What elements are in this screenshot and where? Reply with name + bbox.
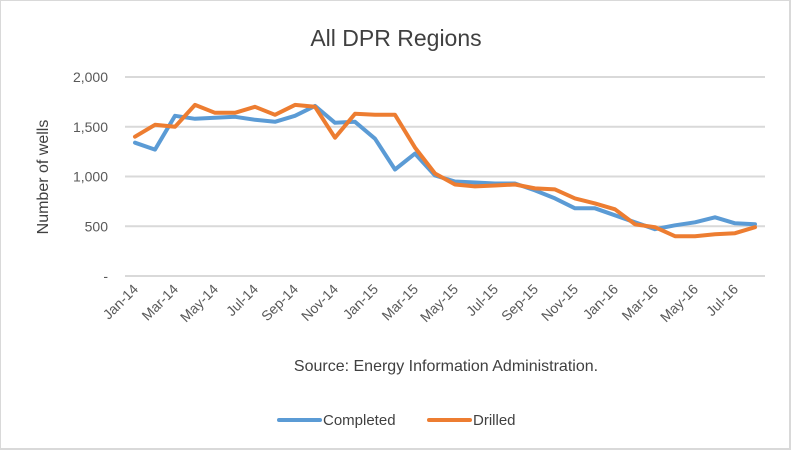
- y-axis-ticks: - 500 1,000 1,500 2,000: [73, 69, 108, 284]
- legend-label-completed: Completed: [323, 412, 396, 429]
- x-tick-label: May-15: [417, 281, 461, 325]
- series-lines: [133, 102, 757, 239]
- y-tick-label: 500: [85, 218, 109, 234]
- x-tick-label: Nov-15: [538, 281, 581, 324]
- x-tick-label: Sep-15: [498, 281, 541, 324]
- x-tick-label: Jan-14: [100, 281, 142, 323]
- x-tick-label: May-14: [177, 281, 221, 325]
- legend-label-drilled: Drilled: [473, 412, 516, 429]
- chart-title: All DPR Regions: [310, 25, 481, 51]
- x-tick-label: Jan-15: [340, 281, 382, 323]
- x-tick-label: Jul-14: [223, 281, 261, 319]
- y-tick-label: 1,000: [73, 169, 108, 185]
- y-axis-label: Number of wells: [35, 120, 52, 235]
- x-tick-label: Jul-16: [703, 281, 741, 319]
- source-annotation: Source: Energy Information Administratio…: [294, 358, 598, 375]
- x-tick-label: Nov-14: [298, 281, 341, 324]
- x-tick-label: Jul-15: [463, 281, 501, 319]
- legend: Completed Drilled: [277, 412, 516, 429]
- x-tick-label: May-16: [657, 281, 701, 325]
- x-tick-label: Sep-14: [258, 281, 301, 324]
- y-tick-label: 2,000: [73, 69, 108, 85]
- x-tick-label: Mar-16: [618, 281, 661, 324]
- y-tick-label: -: [103, 268, 108, 284]
- y-tick-label: 1,500: [73, 119, 108, 135]
- series-line-completed: [133, 103, 757, 232]
- gridlines: [125, 76, 765, 277]
- series-line-drilled: [133, 102, 757, 239]
- x-tick-label: Mar-14: [138, 281, 181, 324]
- x-tick-label: Jan-16: [580, 281, 622, 323]
- x-tick-label: Mar-15: [378, 281, 421, 324]
